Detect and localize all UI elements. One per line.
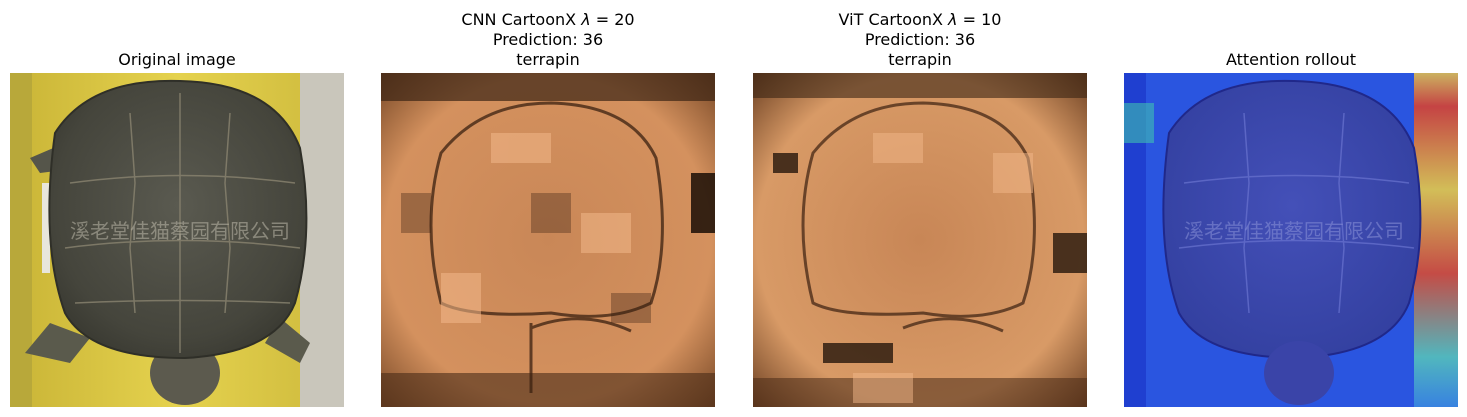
vit-cartoonx-mask xyxy=(753,73,1087,407)
watermark-text: 溪老堂佳猫蔡园有限公司 xyxy=(1184,219,1404,243)
title-text: Attention rollout xyxy=(1225,50,1357,69)
lambda-value: = 10 xyxy=(957,10,1002,29)
lambda-symbol: λ xyxy=(581,10,591,29)
panel-attention-rollout: Attention rollout xyxy=(1124,0,1458,417)
title-text: Original image xyxy=(118,50,236,69)
attention-rollout-overlay: 溪老堂佳猫蔡园有限公司 xyxy=(1124,73,1458,407)
panel-original: Original image xyxy=(10,0,344,417)
cnn-cartoonx-mask xyxy=(381,73,715,407)
watermark-text: 溪老堂佳猫蔡园有限公司 xyxy=(70,219,290,243)
prediction-text: Prediction: 36 xyxy=(492,30,604,49)
panel-title: ViT CartoonX λ = 10 Prediction: 36 terra… xyxy=(753,10,1087,70)
lambda-value: = 20 xyxy=(590,10,635,29)
lambda-symbol: λ xyxy=(948,10,958,29)
class-label: terrapin xyxy=(888,50,952,69)
panel-title: Original image xyxy=(10,50,344,70)
original-turtle-image: 溪老堂佳猫蔡园有限公司 xyxy=(10,73,344,407)
panel-cnn-cartoonx: CNN CartoonX λ = 20 Prediction: 36 terra… xyxy=(381,0,715,417)
title-text: CNN CartoonX xyxy=(461,10,582,29)
panel-vit-cartoonx: ViT CartoonX λ = 10 Prediction: 36 terra… xyxy=(753,0,1087,417)
panel-title: CNN CartoonX λ = 20 Prediction: 36 terra… xyxy=(381,10,715,70)
title-text: ViT CartoonX xyxy=(838,10,949,29)
panel-title: Attention rollout xyxy=(1124,50,1458,70)
class-label: terrapin xyxy=(516,50,580,69)
prediction-text: Prediction: 36 xyxy=(864,30,976,49)
